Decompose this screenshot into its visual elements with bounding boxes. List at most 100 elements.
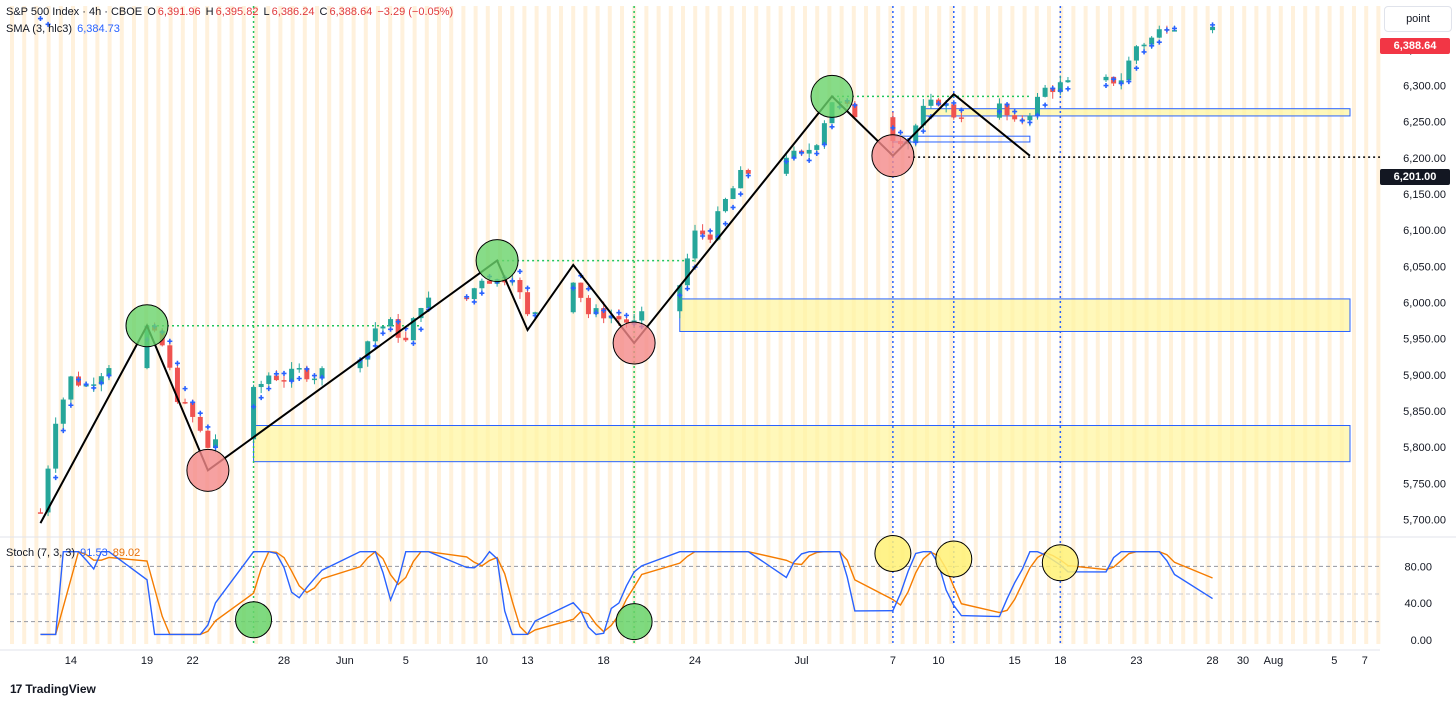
candle-body: [692, 230, 698, 259]
time-tick-label: Jul: [795, 655, 809, 667]
candle-body: [251, 387, 257, 440]
sma-marker: [273, 371, 279, 377]
low-label: L: [263, 6, 270, 18]
candle-body: [700, 230, 706, 235]
tradingview-brand[interactable]: 17 TradingView: [10, 682, 96, 696]
price-tick-label: 5,700.00: [1403, 515, 1446, 527]
horizontal-levels: [147, 95, 1380, 327]
sma-label[interactable]: SMA (3, hlc3): [6, 23, 73, 35]
session-stripe: [583, 6, 588, 644]
sma-marker: [1027, 119, 1033, 125]
candle-body: [1035, 96, 1040, 116]
time-axis[interactable]: 14 19 22 28 Jun 5 10 13 18 24 Jul 7 10 15 18 23 28 30 Aug 5…: [65, 655, 1368, 667]
time-tick-label: 30: [1237, 655, 1249, 667]
legend-sma: SMA (3, hlc3) 6,384.73: [6, 23, 122, 35]
candle-body: [388, 319, 394, 327]
price-tick-label: 5,850.00: [1403, 406, 1446, 418]
sma-marker: [98, 380, 104, 386]
session-stripe: [510, 6, 515, 644]
session-stripe: [437, 6, 441, 644]
candle-body: [45, 468, 51, 513]
sma-marker: [624, 312, 629, 318]
candle-body: [319, 368, 325, 379]
candle-body: [722, 198, 728, 212]
open-value: 6,391.96: [157, 6, 201, 18]
candle-body: [403, 337, 409, 341]
sma-marker: [1164, 27, 1170, 33]
pivot-high-circle: [475, 239, 519, 283]
candle-body: [311, 378, 317, 381]
sma-marker: [814, 151, 820, 157]
sma-marker: [890, 125, 896, 131]
sma-marker: [418, 326, 424, 332]
sma-marker: [829, 124, 835, 130]
session-stripe: [278, 6, 283, 644]
price-zone: [253, 425, 1351, 463]
candle-body: [745, 169, 751, 174]
sma-marker: [1050, 85, 1056, 91]
candle-body: [197, 416, 203, 431]
unit-button[interactable]: point: [1384, 6, 1452, 32]
session-stripe: [449, 6, 454, 644]
pivot-low-circle: [612, 321, 656, 365]
sma-marker: [197, 410, 203, 416]
candle-body: [814, 145, 820, 150]
candle-body: [920, 105, 926, 126]
session-stripe: [1352, 6, 1356, 644]
candle-body: [1126, 60, 1132, 81]
candle-body: [426, 297, 432, 308]
session-stripe: [254, 6, 258, 644]
candle-body: [821, 123, 827, 146]
candle-body: [395, 319, 401, 338]
time-tick-label: 13: [521, 655, 533, 667]
price-tick-label: 6,000.00: [1403, 298, 1446, 310]
time-tick-label: 14: [65, 655, 77, 667]
sma-marker: [1111, 76, 1117, 82]
time-tick-label: 5: [1331, 655, 1337, 667]
stoch-overbought-circle: [1041, 544, 1079, 582]
sma-marker: [372, 343, 378, 349]
session-stripe: [595, 6, 600, 644]
candle-body: [1133, 46, 1139, 61]
stoch-d-line: [40, 550, 1213, 636]
symbol-title[interactable]: S&P 500 Index · 4h · CBOE: [6, 6, 143, 18]
stoch-label[interactable]: Stoch (7, 3, 3): [6, 547, 76, 559]
candle-body: [182, 402, 188, 404]
candle-body: [418, 307, 424, 319]
candle-body: [1210, 26, 1216, 31]
time-tick-label: 10: [476, 655, 488, 667]
sma-marker: [410, 340, 416, 346]
price-zone: [922, 108, 1351, 117]
candle-body: [471, 288, 477, 300]
candle-body: [715, 211, 721, 240]
legend-stoch: Stoch (7, 3, 3) 91.53 89.02: [6, 547, 142, 559]
sma-marker: [83, 381, 89, 387]
candle-body: [585, 297, 591, 315]
sma-marker: [380, 330, 386, 336]
candle-body: [806, 149, 812, 154]
sma-marker: [570, 285, 576, 291]
sma-marker: [60, 428, 66, 434]
candle-body: [783, 157, 789, 174]
candle-body: [958, 117, 964, 119]
pivot-low-circle: [186, 448, 230, 492]
time-tick-label: 28: [1206, 655, 1218, 667]
sma-marker: [76, 377, 81, 383]
session-stripe: [473, 6, 478, 644]
price-tick-label: 6,300.00: [1403, 81, 1446, 93]
candle-body: [502, 279, 508, 283]
candle-body: [410, 318, 416, 341]
grid-lines: [0, 536, 1456, 651]
candle-body: [372, 328, 378, 342]
price-tick-label: 5,950.00: [1403, 334, 1446, 346]
price-axis[interactable]: 6,400.006,350.006,300.006,250.006,200.00…: [1403, 8, 1446, 526]
session-stripe: [46, 6, 51, 644]
candle-body: [1057, 82, 1063, 93]
candle-body: [707, 234, 713, 240]
trend-zigzag: [39, 92, 1031, 524]
sma-marker: [806, 157, 812, 163]
sma-marker: [1133, 65, 1139, 71]
legend-main: S&P 500 Index · 4h · CBOE O 6,391.96 H 6,3…: [6, 6, 455, 18]
sma-marker: [319, 374, 325, 380]
